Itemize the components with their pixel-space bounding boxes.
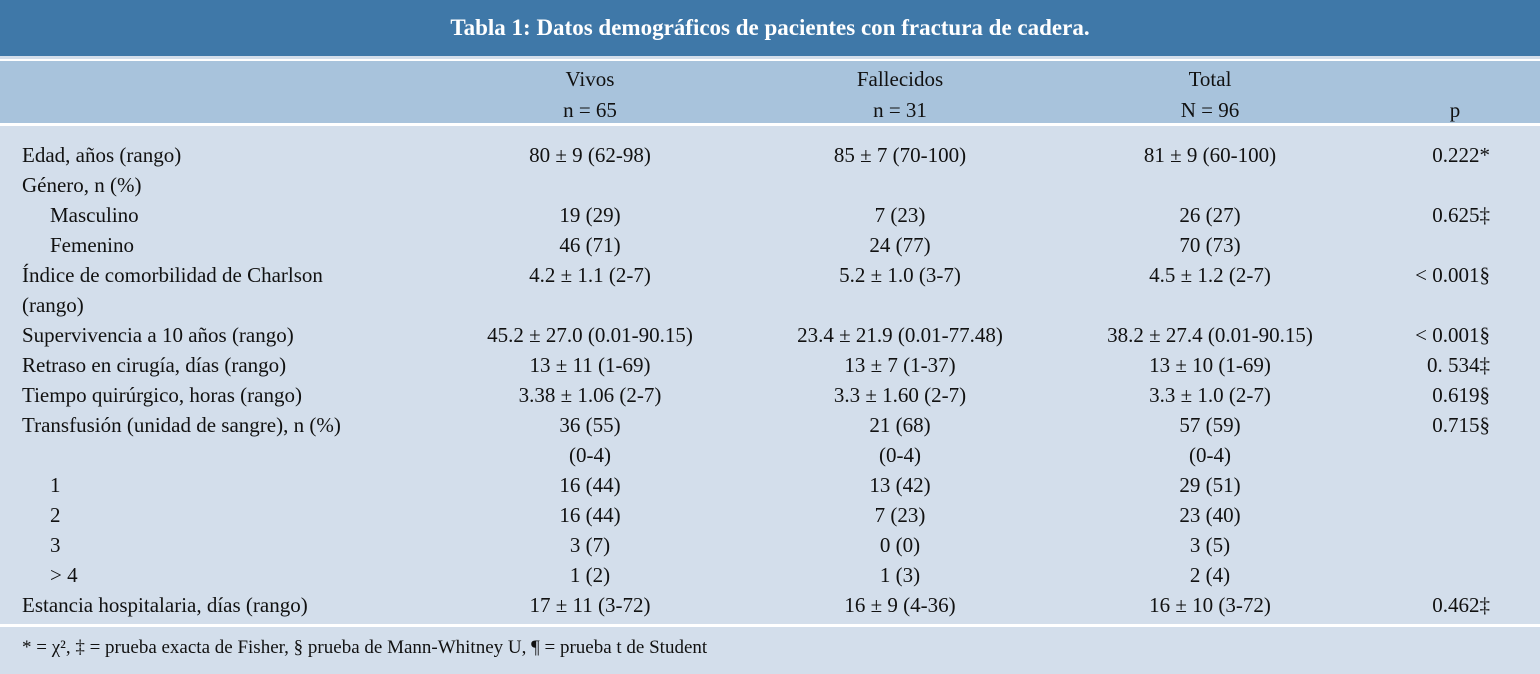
table-row: > 4 1 (2) 1 (3) 2 (4) [0, 560, 1540, 590]
row-label: 2 [50, 503, 61, 527]
header-p: p [1420, 95, 1490, 126]
header-vivos-n: n = 65 [563, 98, 617, 122]
table-footnote: * = χ², ‡ = prueba exacta de Fisher, § p… [22, 637, 708, 658]
header-vivos-name: Vivos [565, 67, 615, 91]
cell-total: 26 (27) [1179, 203, 1241, 227]
cell-total: 23 (40) [1179, 503, 1241, 527]
row-label: Estancia hospitalaria, días (rango) [22, 593, 308, 617]
cell-fallecidos: 16 ± 9 (4-36) [844, 593, 956, 617]
header-vivos: Vivos n = 65 [440, 64, 740, 126]
table-header: Vivos n = 65 Fallecidos n = 31 Total N =… [0, 59, 1540, 125]
cell-fallecidos: 7 (23) [874, 503, 926, 527]
cell-p: 0. 534‡ [1427, 353, 1490, 377]
table-row: Retraso en cirugía, días (rango) 13 ± 11 … [0, 350, 1540, 380]
cell-vivos: 16 (44) [559, 503, 621, 527]
cell-fallecidos: 13 ± 7 (1-37) [844, 353, 956, 377]
row-label: Supervivencia a 10 años (rango) [22, 323, 294, 347]
cell-fallecidos: 85 ± 7 (70-100) [833, 143, 967, 167]
table-row: Supervivencia a 10 años (rango) 45.2 ± 27… [0, 320, 1540, 350]
row-label: Transfusión (unidad de sangre), n (%) [22, 413, 341, 437]
cell-vivos: 13 ± 11 (1-69) [529, 353, 651, 377]
table-row: 1 16 (44) 13 (42) 29 (51) [0, 470, 1540, 500]
cell-fallecidos: 23.4 ± 21.9 (0.01-77.48) [797, 323, 1003, 347]
table-row: Edad, años (rango) 80 ± 9 (62-98) 85 ± 7 (… [0, 140, 1540, 170]
cell-p: < 0.001§ [1415, 263, 1490, 287]
cell-vivos: 3 (7) [569, 533, 611, 557]
cell-p: 0.715§ [1432, 413, 1490, 437]
table-row: Femenino 46 (71) 24 (77) 70 (73) [0, 230, 1540, 260]
header-fallecidos-name: Fallecidos [856, 67, 944, 91]
row-label: 1 [50, 473, 61, 497]
cell-total: 3.3 ± 1.0 (2-7) [1149, 383, 1271, 407]
header-total-name: Total [1188, 67, 1232, 91]
row-label: Retraso en cirugía, días (rango) [22, 353, 287, 377]
header-fallecidos: Fallecidos n = 31 [750, 64, 1050, 126]
row-label: Femenino [50, 233, 134, 257]
cell-fallecidos: 21 (68) [869, 413, 931, 437]
header-divider [0, 123, 1540, 126]
cell-fallecidos: 1 (3) [879, 563, 921, 587]
cell-fallecidos: 13 (42) [869, 473, 931, 497]
row-label: 3 [50, 533, 61, 557]
cell-total: 81 ± 9 (60-100) [1143, 143, 1277, 167]
cell-total: 3 (5) [1189, 533, 1231, 557]
footer-divider [0, 624, 1540, 627]
cell-fallecidos: 0 (0) [879, 533, 921, 557]
cell-p: 0.625‡ [1432, 203, 1490, 227]
cell-vivos: 3.38 ± 1.06 (2-7) [518, 383, 662, 407]
cell-fallecidos: 24 (77) [869, 233, 931, 257]
cell-p: < 0.001§ [1415, 323, 1490, 347]
cell-vivos: 4.2 ± 1.1 (2-7) [529, 263, 651, 287]
cell-total: 16 ± 10 (3-72) [1149, 593, 1271, 617]
row-label: Masculino [50, 203, 139, 227]
cell-fallecidos: 5.2 ± 1.0 (3-7) [839, 263, 961, 287]
cell-vivos: 46 (71) [559, 233, 621, 257]
cell-fallecidos: (0-4) [879, 443, 921, 467]
cell-total: 38.2 ± 27.4 (0.01-90.15) [1107, 323, 1313, 347]
row-label: (rango) [22, 293, 84, 317]
table-row: (0-4) (0-4) (0-4) [0, 440, 1540, 470]
cell-vivos: (0-4) [569, 443, 611, 467]
header-total-n: N = 96 [1180, 98, 1240, 122]
table-row: Masculino 19 (29) 7 (23) 26 (27) 0.625‡ [0, 200, 1540, 230]
cell-vivos: 19 (29) [559, 203, 621, 227]
table-row: Tiempo quirúrgico, horas (rango) 3.38 ± 1… [0, 380, 1540, 410]
table-row: 3 3 (7) 0 (0) 3 (5) [0, 530, 1540, 560]
cell-total: 4.5 ± 1.2 (2-7) [1149, 263, 1271, 287]
table-row: Estancia hospitalaria, días (rango) 17 ± … [0, 590, 1540, 620]
header-fallecidos-n: n = 31 [873, 98, 927, 122]
cell-total: 2 (4) [1189, 563, 1231, 587]
table-row: 2 16 (44) 7 (23) 23 (40) [0, 500, 1540, 530]
cell-fallecidos: 3.3 ± 1.60 (2-7) [833, 383, 967, 407]
cell-p: 0.619§ [1432, 383, 1490, 407]
cell-vivos: 17 ± 11 (3-72) [529, 593, 651, 617]
table-row: (rango) [0, 290, 1540, 320]
cell-fallecidos: 7 (23) [874, 203, 926, 227]
table-row: Transfusión (unidad de sangre), n (%) 36 … [0, 410, 1540, 440]
cell-total: 13 ± 10 (1-69) [1149, 353, 1271, 377]
row-label: Género, n (%) [22, 173, 142, 197]
cell-total: 70 (73) [1179, 233, 1241, 257]
cell-vivos: 36 (55) [559, 413, 621, 437]
cell-vivos: 16 (44) [559, 473, 621, 497]
row-label: Índice de comorbilidad de Charlson [22, 263, 323, 287]
row-label: > 4 [50, 563, 78, 587]
table-row: Índice de comorbilidad de Charlson 4.2 ± … [0, 260, 1540, 290]
cell-p: 0.222* [1432, 143, 1490, 167]
cell-vivos: 1 (2) [569, 563, 611, 587]
cell-vivos: 45.2 ± 27.0 (0.01-90.15) [487, 323, 693, 347]
row-label: Tiempo quirúrgico, horas (rango) [22, 383, 302, 407]
table-title: Tabla 1: Datos demográficos de pacientes… [0, 0, 1540, 56]
row-label: Edad, años (rango) [22, 143, 182, 167]
cell-total: 29 (51) [1179, 473, 1241, 497]
cell-p: 0.462‡ [1432, 593, 1490, 617]
cell-total: 57 (59) [1179, 413, 1241, 437]
header-total: Total N = 96 [1060, 64, 1360, 126]
header-p-name: p [1449, 98, 1461, 122]
cell-vivos: 80 ± 9 (62-98) [529, 143, 651, 167]
cell-total: (0-4) [1189, 443, 1231, 467]
table-row: Género, n (%) [0, 170, 1540, 200]
